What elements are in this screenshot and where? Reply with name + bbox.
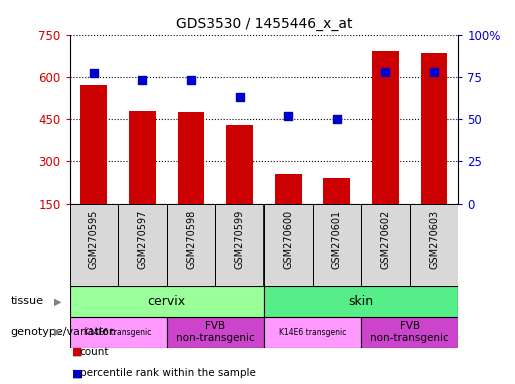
Text: skin: skin [349, 295, 374, 308]
Point [90, 70, 98, 76]
Title: GDS3530 / 1455446_x_at: GDS3530 / 1455446_x_at [176, 17, 352, 31]
Text: GSM270602: GSM270602 [381, 210, 390, 269]
Text: ▶: ▶ [54, 296, 61, 306]
Bar [167, 204, 215, 286]
Text: GSM270599: GSM270599 [235, 210, 245, 269]
Point [187, 77, 195, 83]
Text: GSM270603: GSM270603 [429, 210, 439, 269]
Point [235, 94, 244, 100]
Point [381, 69, 389, 75]
Point [333, 116, 341, 122]
Bar [70, 317, 167, 348]
Point [139, 77, 147, 83]
Text: FVB
non-transgenic: FVB non-transgenic [370, 321, 449, 343]
Bar [323, 178, 350, 204]
Text: GSM270600: GSM270600 [283, 210, 293, 269]
Point [430, 69, 438, 75]
Bar [178, 112, 204, 204]
Bar [264, 317, 361, 348]
Bar [264, 204, 313, 286]
Bar [372, 51, 399, 204]
Bar [421, 53, 448, 204]
Bar [80, 85, 107, 204]
Text: cervix: cervix [148, 295, 186, 308]
Text: tissue: tissue [10, 296, 43, 306]
Text: ■: ■ [72, 368, 82, 378]
Text: K14E6 transgenic: K14E6 transgenic [279, 328, 346, 337]
Bar [70, 204, 118, 286]
Text: count: count [80, 347, 109, 357]
Text: genotype/variation: genotype/variation [10, 327, 116, 337]
Bar [361, 317, 458, 348]
Bar [226, 125, 253, 204]
Bar [410, 204, 458, 286]
Bar [275, 174, 302, 204]
Point [284, 113, 293, 119]
Text: GSM270601: GSM270601 [332, 210, 342, 269]
Bar [361, 204, 410, 286]
Text: FVB
non-transgenic: FVB non-transgenic [176, 321, 255, 343]
Bar [129, 111, 156, 204]
Text: GSM270598: GSM270598 [186, 210, 196, 269]
Bar [167, 317, 264, 348]
Text: ■: ■ [72, 347, 82, 357]
Text: GSM270595: GSM270595 [89, 210, 99, 270]
Bar [215, 204, 264, 286]
Text: GSM270597: GSM270597 [138, 210, 147, 270]
Bar [313, 204, 361, 286]
Bar [118, 204, 167, 286]
Text: ▶: ▶ [54, 327, 61, 337]
Bar [70, 286, 264, 317]
Text: K14E6 transgenic: K14E6 transgenic [84, 328, 152, 337]
Bar [264, 286, 458, 317]
Text: percentile rank within the sample: percentile rank within the sample [80, 368, 256, 378]
